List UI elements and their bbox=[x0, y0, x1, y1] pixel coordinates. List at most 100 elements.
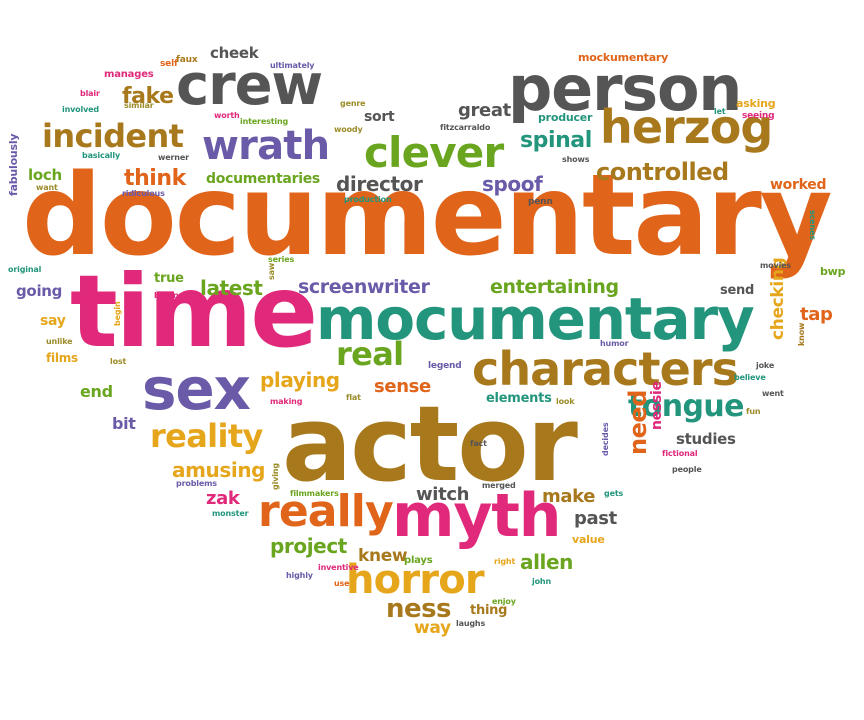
cloud-word-flat: flat bbox=[346, 393, 361, 402]
cloud-word-tap: tap bbox=[800, 304, 833, 325]
cloud-word-screenwriter: screenwriter bbox=[298, 276, 430, 298]
cloud-word-spoof: spoof bbox=[482, 172, 543, 196]
cloud-word-sense: sense bbox=[374, 376, 431, 397]
cloud-word-great: great bbox=[458, 100, 511, 121]
cloud-word-inventive: inventive bbox=[318, 563, 359, 572]
cloud-word-knew: knew bbox=[358, 546, 408, 566]
cloud-word-blair: blair bbox=[80, 89, 100, 98]
cloud-word-seeing: seeing bbox=[742, 111, 775, 121]
cloud-word-begin: begin bbox=[113, 301, 122, 326]
cloud-word-mocumentary: mocumentary bbox=[316, 285, 755, 353]
cloud-word-beginning: beginning bbox=[154, 291, 198, 300]
cloud-word-highly: highly bbox=[286, 571, 313, 580]
cloud-word-gets: gets bbox=[604, 489, 624, 498]
cloud-word-fabulously: fabulously bbox=[7, 133, 20, 196]
cloud-word-woody: woody bbox=[334, 125, 363, 134]
cloud-word-humor: humor bbox=[600, 339, 629, 348]
cloud-word-people: people bbox=[672, 465, 702, 474]
cloud-word-production: production bbox=[344, 195, 392, 204]
cloud-word-laughs: laughs bbox=[456, 619, 486, 628]
cloud-word-shows: shows bbox=[562, 155, 590, 164]
cloud-word-real: real bbox=[336, 335, 404, 373]
cloud-word-know: know bbox=[797, 322, 806, 346]
cloud-word-send: send bbox=[720, 283, 755, 298]
cloud-word-fitzcarraldo: fitzcarraldo bbox=[440, 123, 491, 132]
cloud-word-latest: latest bbox=[200, 276, 263, 300]
cloud-word-going: going bbox=[16, 282, 63, 300]
cloud-word-playing: playing bbox=[260, 368, 340, 392]
cloud-word-giving: giving bbox=[271, 463, 280, 490]
cloud-word-elements: elements bbox=[486, 391, 552, 406]
cloud-word-genre: genre bbox=[340, 99, 366, 108]
cloud-word-plays: plays bbox=[404, 555, 433, 566]
cloud-word-fun: fun bbox=[746, 407, 761, 416]
cloud-word-director: director bbox=[336, 172, 423, 196]
cloud-word-tongue: tongue bbox=[628, 389, 744, 424]
cloud-word-believe: believe bbox=[734, 373, 766, 382]
cloud-word-look: look bbox=[556, 397, 575, 406]
cloud-word-right: right bbox=[494, 557, 516, 566]
cloud-word-worked: worked bbox=[770, 177, 827, 193]
cloud-word-sort: sort bbox=[364, 109, 395, 125]
cloud-word-characters: characters bbox=[472, 342, 739, 396]
cloud-word-let: let bbox=[714, 107, 726, 116]
cloud-word-basically: basically bbox=[82, 151, 121, 160]
cloud-word-amusing: amusing bbox=[172, 458, 266, 482]
cloud-word-john: john bbox=[532, 577, 551, 586]
cloud-word-end: end bbox=[80, 382, 113, 401]
cloud-word-think: think bbox=[124, 166, 186, 191]
cloud-word-legend: legend bbox=[428, 361, 462, 371]
cloud-word-decides: decides bbox=[601, 422, 610, 456]
cloud-word-myth: myth bbox=[392, 481, 561, 551]
cloud-word-actor: actor bbox=[282, 383, 578, 505]
cloud-word-want: want bbox=[36, 183, 58, 192]
cloud-word-self: self bbox=[160, 59, 178, 69]
cloud-word-monster: monster bbox=[212, 509, 249, 518]
cloud-word-producer: producer bbox=[538, 111, 593, 124]
cloud-word-involved: involved bbox=[62, 105, 99, 114]
cloud-word-documentaries: documentaries bbox=[206, 171, 320, 187]
cloud-word-clever: clever bbox=[364, 128, 504, 177]
cloud-word-fictional: fictional bbox=[662, 449, 698, 458]
cloud-word-fact: fact bbox=[470, 439, 487, 448]
cloud-word-spinal: spinal bbox=[520, 128, 592, 153]
cloud-word-need: need bbox=[624, 390, 652, 455]
cloud-word-went: went bbox=[762, 389, 784, 398]
cloud-word-say: say bbox=[40, 313, 66, 329]
cloud-word-bit: bit bbox=[112, 414, 136, 433]
cloud-word-making: making bbox=[270, 397, 303, 406]
cloud-word-herzog: herzog bbox=[600, 100, 773, 154]
cloud-word-reality: reality bbox=[150, 417, 263, 455]
cloud-word-entertaining: entertaining bbox=[490, 276, 619, 298]
cloud-word-make: make bbox=[542, 486, 596, 507]
cloud-word-incident: incident bbox=[42, 117, 184, 155]
cloud-word-joke: joke bbox=[756, 361, 775, 370]
cloud-word-films: films bbox=[46, 351, 78, 365]
cloud-word-penn: penn bbox=[528, 197, 553, 207]
cloud-word-sex: sex bbox=[142, 355, 251, 423]
cloud-word-saw: saw bbox=[267, 262, 276, 280]
cloud-word-past: past bbox=[574, 508, 617, 529]
cloud-word-horror: horror bbox=[346, 557, 485, 603]
cloud-word-similar: similar bbox=[124, 101, 154, 110]
cloud-word-worth: worth bbox=[214, 111, 240, 120]
cloud-word-interesting: interesting bbox=[240, 117, 289, 126]
cloud-word-cheek: cheek bbox=[210, 44, 259, 62]
cloud-word-true: true bbox=[154, 271, 184, 286]
cloud-word-scenes: scenes bbox=[808, 210, 817, 240]
cloud-word-enjoy: enjoy bbox=[492, 597, 516, 606]
cloud-word-use: use bbox=[334, 579, 350, 588]
cloud-word-loch: loch bbox=[28, 166, 62, 184]
cloud-word-controlled: controlled bbox=[596, 158, 729, 186]
cloud-word-thing: thing bbox=[470, 603, 508, 618]
cloud-word-ness: ness bbox=[386, 594, 452, 624]
cloud-word-problems: problems bbox=[176, 479, 217, 488]
cloud-word-zak: zak bbox=[206, 488, 240, 509]
cloud-word-way: way bbox=[414, 618, 451, 638]
cloud-word-manages: manages bbox=[104, 69, 154, 80]
cloud-word-unlike: unlike bbox=[46, 337, 73, 346]
cloud-word-lost: lost bbox=[110, 357, 127, 366]
cloud-word-asking: asking bbox=[736, 97, 776, 110]
cloud-word-mockumentary: mockumentary bbox=[578, 51, 669, 64]
